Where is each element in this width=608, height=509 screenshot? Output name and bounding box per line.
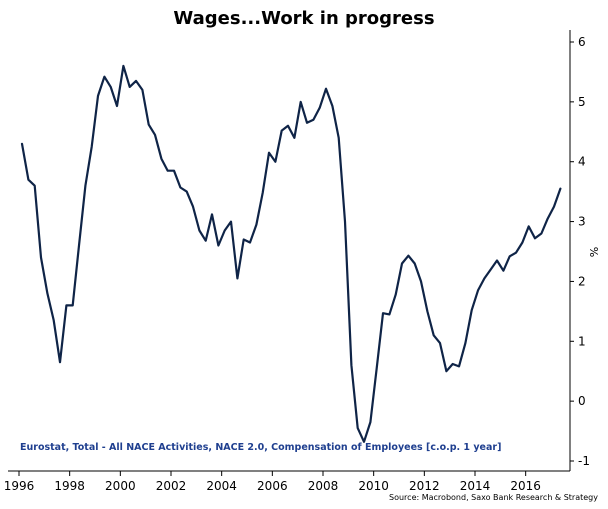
x-tick-label: 1998 — [54, 479, 85, 493]
x-tick-label: 2006 — [257, 479, 288, 493]
y-tick-label: -1 — [578, 454, 590, 468]
y-tick-label: 1 — [578, 334, 586, 348]
data-annotation: Eurostat, Total - All NACE Activities, N… — [20, 442, 501, 453]
y-axis-label: % — [587, 247, 600, 257]
x-axis-ticks: 1996 1998 2000 2002 2004 2006 2008 2010 2012 2014… — [4, 471, 541, 493]
y-tick-label: 4 — [578, 155, 586, 169]
x-tick-label: 2016 — [510, 479, 541, 493]
x-tick-label: 1996 — [4, 479, 35, 493]
y-tick-label: 3 — [578, 215, 586, 229]
series-layer — [20, 64, 562, 443]
x-tick-label: 2004 — [206, 479, 237, 493]
y-tick-label: 0 — [578, 394, 586, 408]
x-tick-label: 2008 — [308, 479, 339, 493]
x-tick-label: 2014 — [460, 479, 491, 493]
y-tick-label: 5 — [578, 95, 586, 109]
plot-frame — [8, 30, 571, 472]
x-tick-label: 2000 — [105, 479, 136, 493]
y-tick-label: 6 — [578, 35, 586, 49]
y-axis-ticks: -1 0 1 2 3 4 5 6 — [570, 35, 590, 468]
y-tick-label: 2 — [578, 274, 586, 288]
x-tick-label: 2002 — [156, 479, 187, 493]
chart-title: Wages...Work in progress — [173, 8, 434, 29]
source-note: Source: Macrobond, Saxo Bank Research & … — [389, 493, 598, 502]
x-tick-label: 2010 — [358, 479, 389, 493]
series-line — [20, 64, 562, 443]
x-tick-label: 2012 — [409, 479, 440, 493]
